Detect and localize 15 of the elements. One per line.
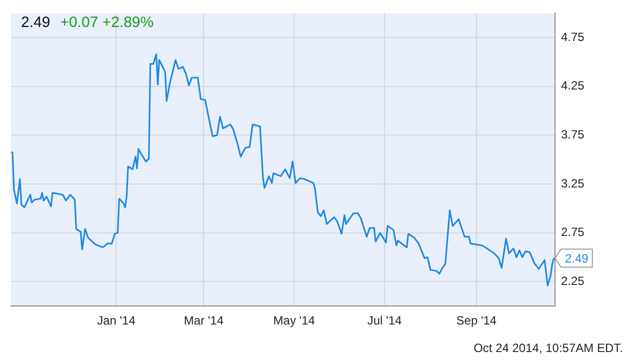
y-tick-label: 4.25 xyxy=(561,78,585,93)
x-tick-label: Sep '14 xyxy=(456,314,497,328)
y-tick-label: 3.25 xyxy=(561,176,585,190)
chart-title: 2.49 xyxy=(21,14,50,31)
x-tick-label: May '14 xyxy=(273,314,316,328)
annotation: 2.49 xyxy=(565,251,589,266)
y-tick-label: 3.75 xyxy=(561,128,585,142)
y-tick-label: 2.75 xyxy=(561,225,585,240)
y-tick-label: 2.25 xyxy=(561,274,585,288)
text: Oct 24 2014, 10:57AM EDT. xyxy=(474,341,623,355)
x-tick-label: Jul '14 xyxy=(367,314,402,328)
x-tick-label: Jan '14 xyxy=(97,314,136,328)
chart-subtitle: +0.07 +2.89% xyxy=(60,14,154,31)
x-tick-label: Mar '14 xyxy=(184,314,224,328)
y-tick-label: 4.75 xyxy=(561,30,585,44)
